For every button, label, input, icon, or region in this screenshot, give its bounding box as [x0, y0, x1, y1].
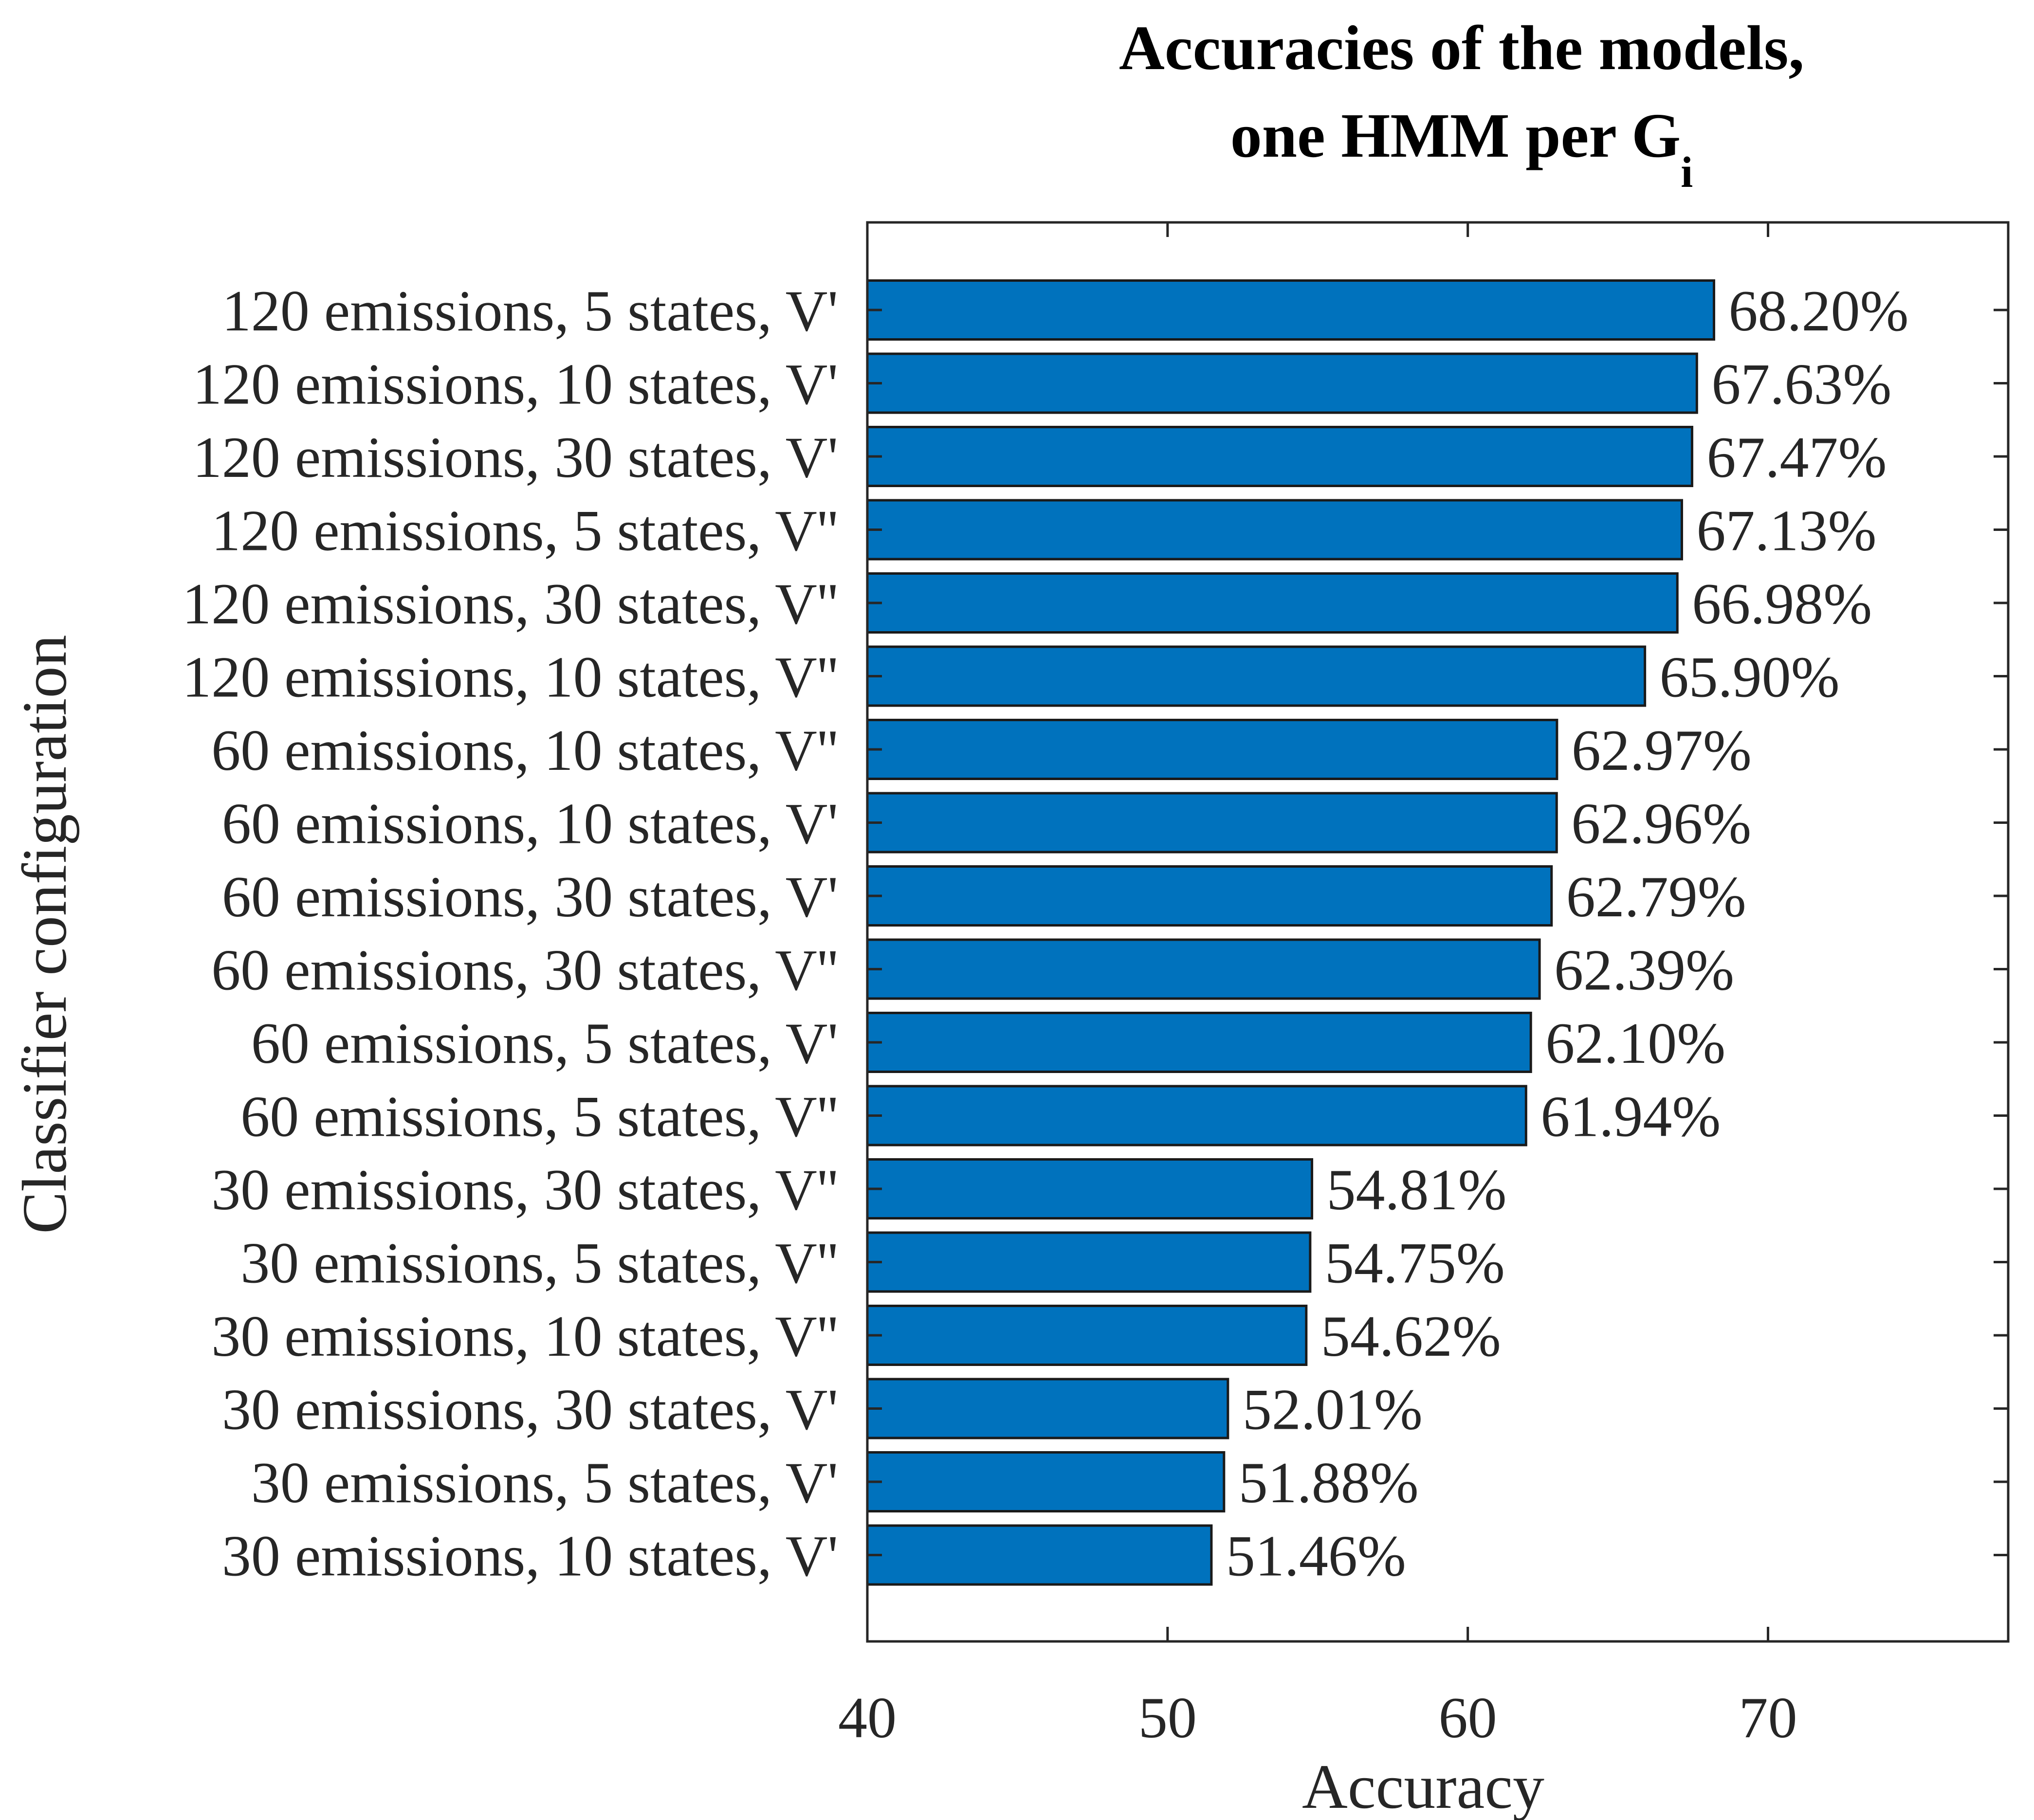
y-tick-label: 30 emissions, 5 states, V'' [240, 1231, 838, 1295]
bars-layer: 68.20% 67.63% 67.47% 67.13% 66.98% 65.90% 62.9… [866, 278, 1908, 1588]
data-label: 67.63% [1711, 352, 1891, 417]
data-label: 62.96% [1571, 791, 1751, 856]
data-label: 62.97% [1572, 718, 1752, 783]
y-tick-label: 120 emissions, 30 states, V'' [182, 571, 838, 636]
y-tick-label: 120 emissions, 5 states, V'' [211, 498, 838, 563]
y-tick-label: 30 emissions, 10 states, V'' [211, 1304, 838, 1368]
bar [866, 1378, 1229, 1439]
bar [866, 865, 1553, 927]
data-label: 67.47% [1706, 425, 1887, 490]
y-tick-label: 120 emissions, 10 states, V'' [182, 645, 838, 710]
data-label: 52.01% [1243, 1377, 1423, 1442]
bar [866, 1451, 1226, 1512]
y-tick-label: 60 emissions, 10 states, V'' [211, 718, 838, 783]
chart-title-line-1: Accuracies of the models, [1119, 13, 1804, 83]
bar [866, 1012, 1532, 1073]
bar [866, 792, 1558, 854]
y-tick-label: 30 emissions, 30 states, V' [222, 1377, 838, 1442]
bar [866, 938, 1541, 1000]
data-label: 54.62% [1321, 1304, 1501, 1368]
chart-title-line-2: one HMM per Gi [1230, 101, 1693, 197]
y-tick-label: 120 emissions, 10 states, V' [193, 352, 838, 417]
y-tick-label: 60 emissions, 5 states, V' [251, 1011, 838, 1075]
bar [866, 719, 1558, 780]
data-label: 67.13% [1696, 498, 1876, 563]
data-label: 51.88% [1239, 1450, 1419, 1515]
bar [866, 499, 1683, 561]
data-label: 66.98% [1692, 571, 1872, 636]
bar [866, 352, 1698, 414]
ticks-layer: 120 emissions, 5 states, V' 120 emissions… [182, 222, 2008, 1750]
y-tick-label: 30 emissions, 5 states, V' [251, 1450, 838, 1515]
data-label: 51.46% [1226, 1524, 1406, 1588]
chart-title-subscript: i [1681, 148, 1693, 197]
bar [866, 645, 1647, 707]
y-tick-label: 60 emissions, 30 states, V'' [211, 938, 838, 1002]
data-label: 62.79% [1566, 864, 1746, 929]
y-tick-label: 30 emissions, 30 states, V'' [211, 1157, 838, 1222]
y-tick-label: 60 emissions, 10 states, V' [222, 791, 838, 856]
axes-box [866, 221, 2010, 1643]
data-label: 54.75% [1325, 1231, 1505, 1295]
bar [866, 1524, 1213, 1586]
data-label: 62.39% [1554, 938, 1734, 1002]
chart-title-main-text: one HMM per G [1230, 101, 1681, 171]
bar [866, 1231, 1312, 1293]
data-label: 54.81% [1327, 1157, 1507, 1222]
y-tick-label: 60 emissions, 5 states, V'' [240, 1084, 838, 1149]
x-tick-label: 60 [1439, 1685, 1497, 1750]
y-tick-label: 120 emissions, 5 states, V' [222, 278, 838, 343]
y-tick-label: 30 emissions, 10 states, V' [222, 1524, 838, 1588]
bar [866, 1305, 1308, 1366]
y-tick-label: 120 emissions, 30 states, V' [193, 425, 838, 490]
data-label: 61.94% [1540, 1084, 1721, 1149]
bar [866, 1085, 1527, 1147]
y-axis-label: Classifier configuration [10, 635, 80, 1234]
bar [866, 279, 1715, 341]
x-tick-label: 40 [838, 1685, 897, 1750]
x-tick-label: 70 [1739, 1685, 1797, 1750]
x-axis-label: Accuracy [1302, 1752, 1544, 1820]
x-tick-label: 50 [1138, 1685, 1197, 1750]
bar [866, 572, 1679, 634]
data-label: 68.20% [1728, 278, 1908, 343]
y-tick-label: 60 emissions, 30 states, V' [222, 864, 838, 929]
data-label: 65.90% [1660, 645, 1840, 710]
bar [866, 1158, 1314, 1219]
data-label: 62.10% [1545, 1011, 1725, 1075]
bar [866, 426, 1693, 487]
